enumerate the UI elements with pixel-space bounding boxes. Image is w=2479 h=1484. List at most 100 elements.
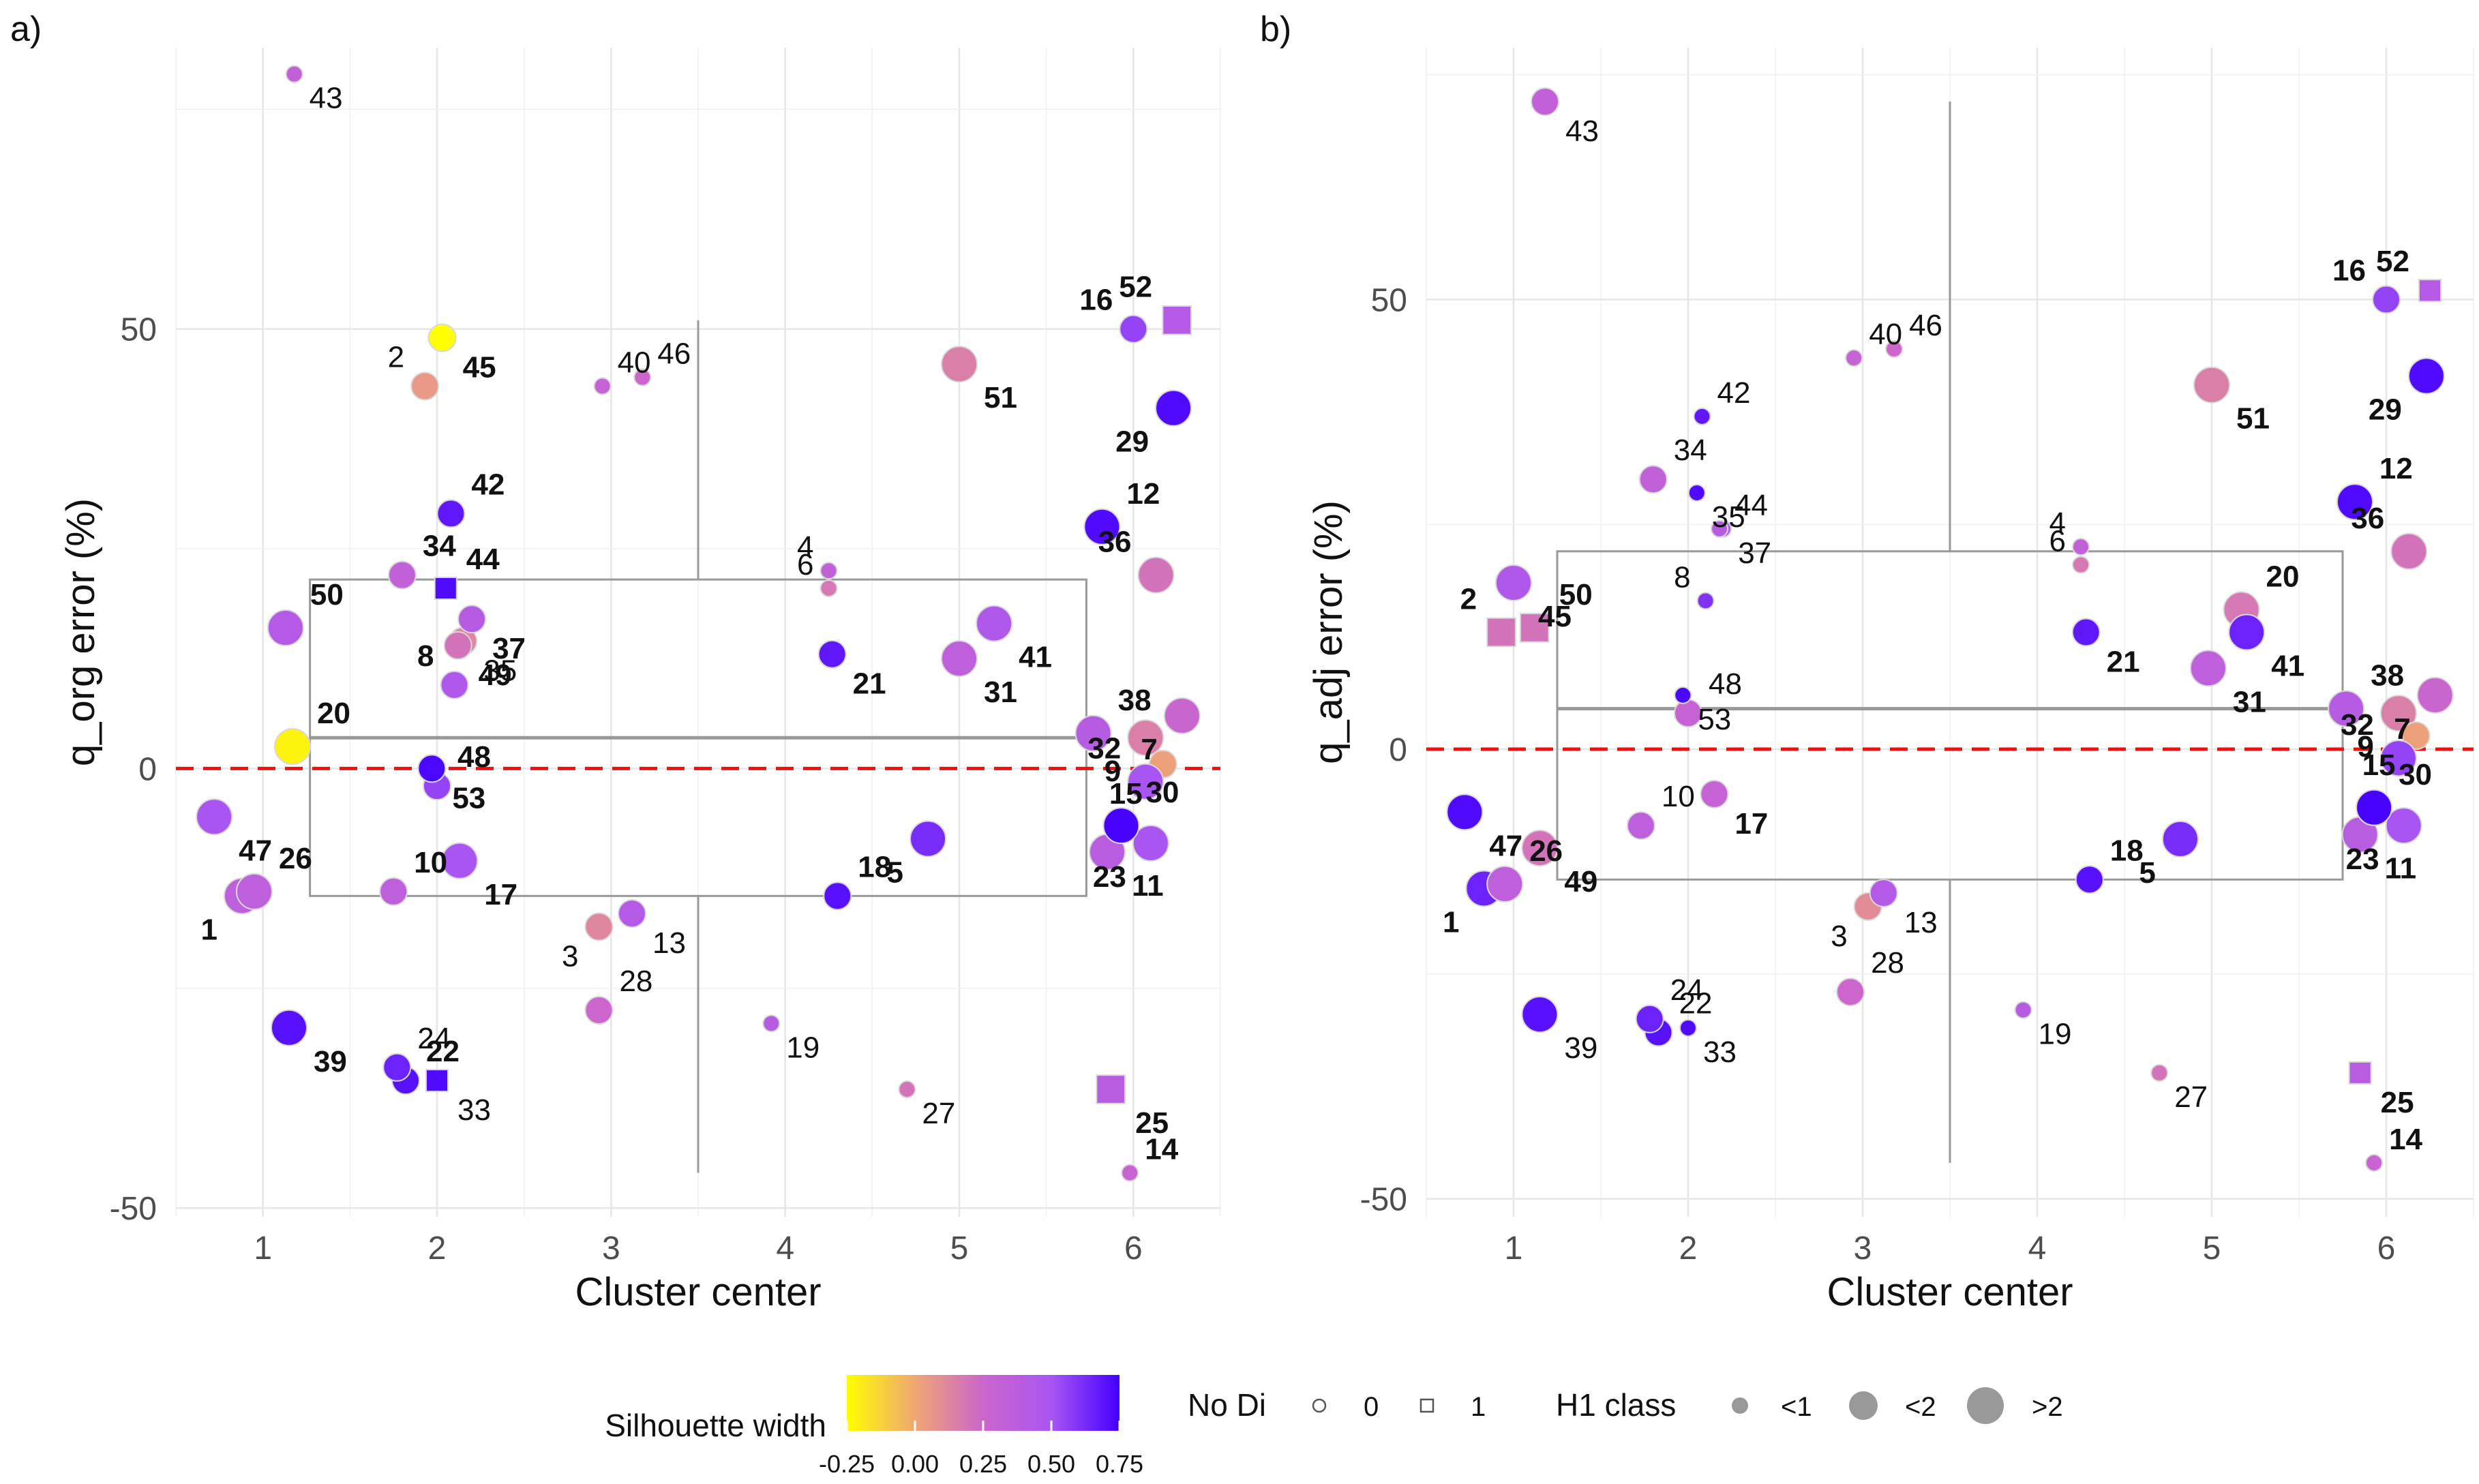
nodi-legend-title: No Di: [1188, 1387, 1266, 1423]
point-label-39: 39: [1564, 1031, 1597, 1065]
point-4: [820, 562, 838, 580]
point-29: [2407, 357, 2445, 395]
point-label-27: 27: [2174, 1080, 2208, 1114]
point-27: [898, 1080, 916, 1099]
point-43: [285, 65, 303, 83]
point-39: [270, 1009, 307, 1046]
point-label-43: 43: [310, 82, 343, 115]
point-12: [1083, 508, 1121, 545]
point-31: [2189, 650, 2227, 687]
point-label-1: 1: [1443, 905, 1459, 939]
x-tick-label: 4: [776, 1230, 794, 1267]
point-label-24: 24: [1670, 973, 1704, 1007]
nodi-1-label: 1: [1471, 1392, 1486, 1422]
point-25: [1096, 1074, 1126, 1104]
point-5: [2161, 820, 2199, 858]
point-label-21: 21: [2107, 646, 2140, 679]
point-label-45: 45: [463, 351, 496, 384]
point-41: [2228, 614, 2266, 651]
point-21: [2071, 618, 2101, 647]
points: [1446, 87, 2454, 1172]
point-label-30: 30: [2399, 758, 2432, 791]
point-label-20: 20: [317, 697, 350, 730]
point-46: [1885, 339, 1904, 358]
point-39: [1521, 996, 1559, 1033]
point-36: [2390, 532, 2428, 570]
point-32: [2379, 740, 2417, 777]
panel-label: b): [1260, 10, 1291, 49]
point-label-42: 42: [1717, 376, 1750, 410]
point-label-23: 23: [2346, 843, 2379, 876]
point-label-8: 8: [417, 639, 434, 673]
x-tick-label: 6: [2377, 1230, 2396, 1267]
point-label-7: 7: [2394, 712, 2410, 746]
point-26: [235, 873, 273, 910]
point-label-44: 44: [1734, 489, 1768, 522]
point-5: [910, 820, 947, 858]
point-34: [387, 560, 417, 590]
point-label-46: 46: [1909, 309, 1942, 342]
point-label-48: 48: [457, 740, 491, 774]
point-labels: 1234567891011121314151617181920212223242…: [1443, 115, 2432, 1156]
x-tick-label: 2: [428, 1230, 447, 1267]
point-2: [1486, 617, 1516, 648]
point-label-5: 5: [887, 856, 903, 890]
point-28: [1836, 978, 1865, 1007]
y-axis-label: q_adj error (%): [1306, 500, 1351, 764]
x-tick-label: 2: [1679, 1230, 1698, 1267]
point-7: [1163, 697, 1201, 734]
point-label-32: 32: [2341, 708, 2374, 742]
point-4: [2072, 538, 2090, 556]
point-label-9: 9: [2357, 730, 2373, 763]
point-label-13: 13: [652, 926, 686, 960]
point-label-4: 4: [797, 530, 813, 564]
point-7: [2416, 676, 2454, 714]
point-label-13: 13: [1904, 906, 1938, 939]
point-49: [443, 631, 472, 660]
point-label-12: 12: [1126, 477, 1160, 511]
h1-small-marker: [1732, 1397, 1748, 1414]
point-label-19: 19: [786, 1031, 820, 1064]
point-label-15: 15: [2362, 748, 2396, 782]
point-13: [617, 899, 646, 928]
point-label-41: 41: [1019, 641, 1052, 674]
point-label-38: 38: [1118, 684, 1152, 717]
y-tick-label: 50: [1371, 282, 1407, 318]
point-40: [1845, 349, 1863, 367]
point-label-35: 35: [1712, 500, 1745, 534]
point-51: [2193, 366, 2230, 404]
point-label-24: 24: [417, 1022, 451, 1055]
point-25: [2348, 1061, 2372, 1085]
point-label-38: 38: [2371, 659, 2404, 693]
points: [196, 65, 1201, 1182]
point-47: [1446, 793, 1484, 831]
y-tick-label: -50: [110, 1191, 157, 1227]
point-label-3: 3: [562, 939, 578, 973]
point-label-47: 47: [239, 834, 272, 867]
point-label-36: 36: [2351, 502, 2384, 535]
point-14: [2365, 1153, 2384, 1172]
point-8: [1696, 592, 1715, 610]
point-label-18: 18: [858, 850, 891, 883]
point-24: [1635, 1004, 1664, 1033]
point-label-10: 10: [414, 846, 447, 879]
silhouette-tick-label: 0.25: [959, 1450, 1007, 1478]
point-21: [817, 639, 847, 669]
point-40: [593, 377, 612, 395]
point-label-2: 2: [1460, 583, 1477, 616]
point-45: [1495, 564, 1532, 601]
point-label-39: 39: [314, 1045, 347, 1078]
point-16: [1119, 314, 1148, 344]
point-27: [2150, 1063, 2169, 1082]
point-label-1: 1: [201, 913, 217, 946]
point-37: [457, 605, 487, 634]
point-33: [1679, 1018, 1697, 1037]
point-9: [2379, 695, 2417, 732]
h1-legend-title: H1 class: [1556, 1387, 1676, 1423]
point-3: [584, 912, 614, 941]
point-label-21: 21: [853, 667, 886, 701]
point-18: [823, 881, 852, 911]
silhouette-ticks: -0.25 0.00 0.25 0.50 0.75: [819, 1421, 1143, 1478]
point-31: [941, 640, 978, 678]
point-label-33: 33: [1703, 1035, 1737, 1069]
